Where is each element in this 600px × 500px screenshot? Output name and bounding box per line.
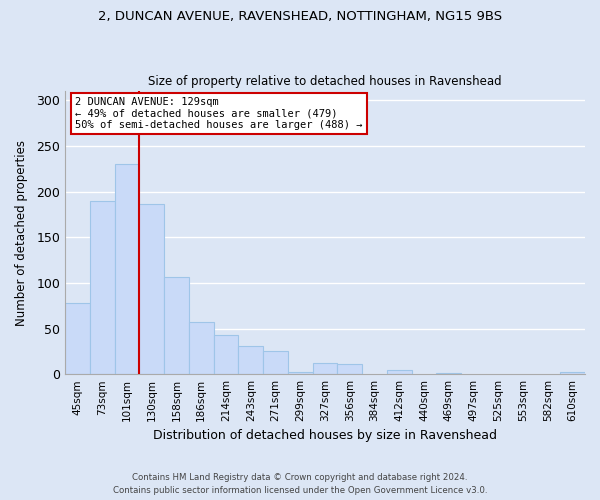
Bar bbox=[115, 164, 139, 374]
Bar bbox=[214, 335, 238, 374]
Text: 2, DUNCAN AVENUE, RAVENSHEAD, NOTTINGHAM, NG15 9BS: 2, DUNCAN AVENUE, RAVENSHEAD, NOTTINGHAM… bbox=[98, 10, 502, 23]
Bar bbox=[139, 204, 164, 374]
X-axis label: Distribution of detached houses by size in Ravenshead: Distribution of detached houses by size … bbox=[153, 430, 497, 442]
Bar bbox=[288, 372, 313, 374]
Title: Size of property relative to detached houses in Ravenshead: Size of property relative to detached ho… bbox=[148, 76, 502, 88]
Bar bbox=[337, 364, 362, 374]
Bar bbox=[164, 278, 189, 374]
Text: Contains HM Land Registry data © Crown copyright and database right 2024.
Contai: Contains HM Land Registry data © Crown c… bbox=[113, 473, 487, 495]
Bar bbox=[387, 370, 412, 374]
Bar bbox=[65, 303, 90, 374]
Bar bbox=[313, 363, 337, 374]
Bar bbox=[263, 352, 288, 374]
Bar bbox=[238, 346, 263, 374]
Y-axis label: Number of detached properties: Number of detached properties bbox=[15, 140, 28, 326]
Bar bbox=[90, 200, 115, 374]
Bar bbox=[189, 322, 214, 374]
Bar bbox=[560, 372, 585, 374]
Text: 2 DUNCAN AVENUE: 129sqm
← 49% of detached houses are smaller (479)
50% of semi-d: 2 DUNCAN AVENUE: 129sqm ← 49% of detache… bbox=[76, 96, 363, 130]
